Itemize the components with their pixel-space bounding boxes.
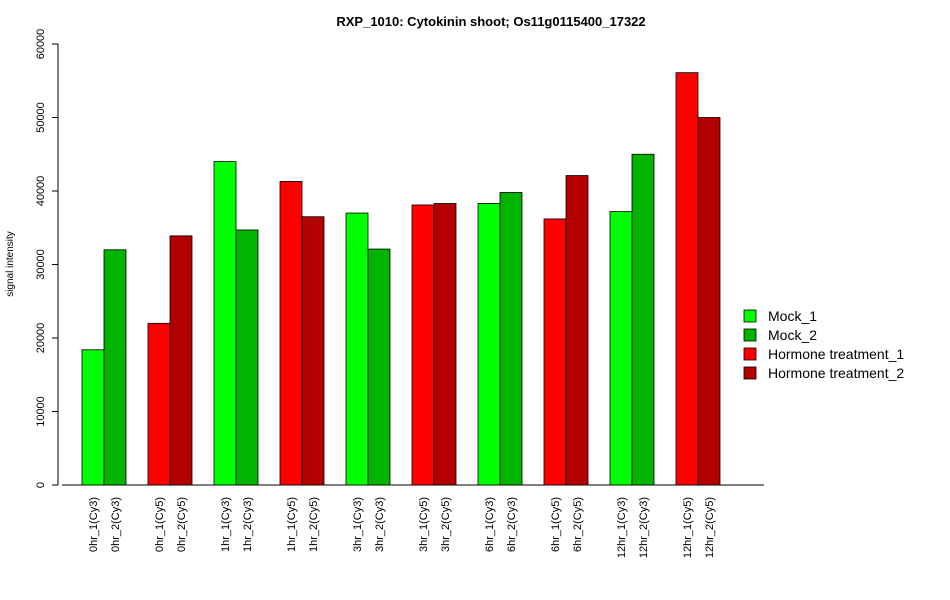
x-tick-label: 3hr_2(Cy3) xyxy=(374,497,386,552)
y-tick-label: 40000 xyxy=(35,176,47,207)
legend-swatch xyxy=(743,328,757,342)
bar-0hr_2(Cy3) xyxy=(103,249,127,486)
x-tick-label: 1hr_2(Cy3) xyxy=(242,497,254,552)
y-axis: 0 10000 20000 30000 40000 50000 60000 xyxy=(35,29,59,488)
bar-1hr_2(Cy5) xyxy=(301,216,325,486)
x-tick-label: 6hr_1(Cy5) xyxy=(550,497,562,552)
y-tick-label: 50000 xyxy=(35,102,47,133)
y-axis-label: signal intensity xyxy=(5,231,16,297)
x-tick-label: 1hr_1(Cy5) xyxy=(286,497,298,552)
y-tick-label: 20000 xyxy=(35,323,47,354)
bar-1hr_2(Cy3) xyxy=(235,229,259,486)
legend-label: Mock_1 xyxy=(768,308,817,324)
legend-swatch xyxy=(743,347,757,361)
x-tick-labels: 0hr_1(Cy3) 0hr_2(Cy3) 0hr_1(Cy5) 0hr_2(Cy5)… xyxy=(88,497,716,558)
x-tick-label: 0hr_2(Cy5) xyxy=(176,497,188,552)
y-tick-label: 30000 xyxy=(35,249,47,280)
legend-label: Hormone treatment_2 xyxy=(768,365,904,381)
legend-label: Mock_2 xyxy=(768,327,817,343)
chart-title: RXP_1010: Cytokinin shoot; Os11g0115400_… xyxy=(336,14,645,29)
x-tick-label: 12hr_1(Cy3) xyxy=(616,497,628,558)
bar-6hr_2(Cy3) xyxy=(499,192,523,486)
bar-1hr_1(Cy3) xyxy=(213,161,237,486)
bar-0hr_1(Cy3) xyxy=(81,349,105,486)
bar-3hr_2(Cy3) xyxy=(367,248,391,486)
x-tick-label: 6hr_2(Cy3) xyxy=(506,497,518,552)
legend-swatch xyxy=(743,366,757,380)
bar-12hr_1(Cy5) xyxy=(675,72,699,486)
bar-0hr_1(Cy5) xyxy=(147,322,171,486)
x-tick-label: 1hr_1(Cy3) xyxy=(220,497,232,552)
bar-3hr_1(Cy3) xyxy=(345,212,369,486)
bar-3hr_2(Cy5) xyxy=(433,203,457,486)
bar-12hr_1(Cy3) xyxy=(609,211,633,486)
x-tick-label: 12hr_2(Cy3) xyxy=(638,497,650,558)
legend-swatch xyxy=(743,309,757,323)
y-tick-label: 10000 xyxy=(35,396,47,427)
x-tick-label: 3hr_2(Cy5) xyxy=(440,497,452,552)
x-tick-label: 0hr_1(Cy3) xyxy=(88,497,100,552)
x-tick-label: 0hr_2(Cy3) xyxy=(110,497,122,552)
x-tick-label: 3hr_1(Cy5) xyxy=(418,497,430,552)
bar-6hr_1(Cy5) xyxy=(543,218,567,486)
bar-3hr_1(Cy5) xyxy=(411,204,435,486)
x-tick-label: 12hr_2(Cy5) xyxy=(704,497,716,558)
bar-12hr_2(Cy5) xyxy=(697,117,721,486)
bar-0hr_2(Cy5) xyxy=(169,235,193,486)
y-tick-label: 60000 xyxy=(35,29,47,60)
bar-6hr_2(Cy5) xyxy=(565,175,589,486)
bars-group xyxy=(81,72,721,486)
legend-label: Hormone treatment_1 xyxy=(768,346,904,362)
x-tick-label: 6hr_2(Cy5) xyxy=(572,497,584,552)
bar-1hr_1(Cy5) xyxy=(279,181,303,486)
x-tick-label: 12hr_1(Cy5) xyxy=(682,497,694,558)
bar-6hr_1(Cy3) xyxy=(477,203,501,486)
x-tick-label: 1hr_2(Cy5) xyxy=(308,497,320,552)
x-tick-label: 0hr_1(Cy5) xyxy=(154,497,166,552)
bar-12hr_2(Cy3) xyxy=(631,153,655,486)
y-tick-label: 0 xyxy=(35,482,47,488)
x-tick-label: 3hr_1(Cy3) xyxy=(352,497,364,552)
legend: Mock_1 Mock_2 Hormone treatment_1 Hormone t… xyxy=(743,308,904,381)
x-tick-label: 6hr_1(Cy3) xyxy=(484,497,496,552)
